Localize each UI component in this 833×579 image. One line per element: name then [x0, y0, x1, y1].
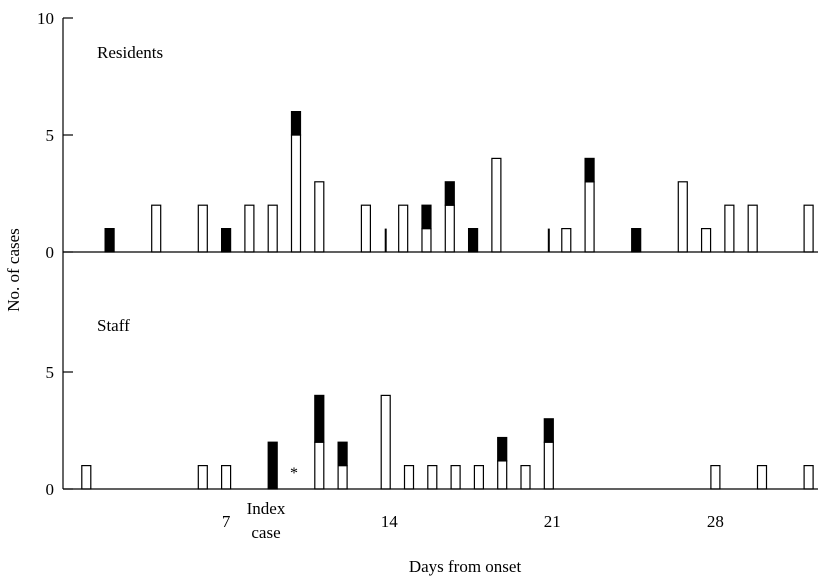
- residents-bar-10-open: [398, 204, 409, 253]
- residents-ytick-label-5: 5: [46, 126, 55, 145]
- staff-panel-label: Staff: [97, 316, 130, 335]
- residents-bar-22-open: [747, 204, 758, 253]
- staff-bar-10-open: [473, 465, 485, 490]
- staff-bar-13-open: [543, 441, 554, 490]
- staff-bar-2-open: [221, 465, 232, 490]
- residents-bar-7-open: [314, 181, 325, 253]
- staff-bar-0-open: [81, 465, 92, 490]
- residents-bar-5-open: [267, 204, 278, 253]
- staff-bar-5-filled: [337, 441, 348, 467]
- staff-bar-12-open: [520, 465, 531, 490]
- y-ticks: 0 5 10 0 5: [37, 9, 73, 499]
- residents-bar-9: [384, 228, 387, 252]
- staff-annotation-0: *: [290, 465, 298, 482]
- residents-bar-14-open: [491, 157, 502, 253]
- residents-panel-label: Residents: [97, 43, 163, 62]
- residents-bar-3-filled: [221, 228, 232, 253]
- x-axis-label: Days from onset: [409, 557, 522, 576]
- residents-bar-17-filled: [584, 157, 595, 183]
- index-case-label-line2: case: [251, 523, 280, 542]
- staff-bar-3-filled: [267, 441, 278, 490]
- residents-bar-23-open: [803, 204, 814, 253]
- residents-bar-12-filled: [444, 181, 455, 206]
- residents-bar-0-filled: [104, 228, 115, 253]
- residents-bar-1-open: [151, 204, 162, 253]
- staff-bar-1-open: [197, 465, 208, 490]
- xtick-label-21: 21: [544, 512, 561, 531]
- staff-panel: *: [81, 394, 814, 490]
- xtick-label-14: 14: [381, 512, 399, 531]
- residents-bar-4-open: [244, 204, 255, 253]
- staff-ytick-label-5: 5: [46, 363, 55, 382]
- residents-bar-16-open: [561, 228, 572, 253]
- staff-bar-6-open: [380, 394, 391, 490]
- residents-ytick-label-10: 10: [37, 9, 54, 28]
- staff-bar-9-open: [450, 465, 461, 490]
- staff-bar-14-open: [710, 465, 721, 490]
- residents-panel: [104, 110, 814, 253]
- residents-bar-18-filled: [631, 228, 642, 253]
- residents-bar-6-filled: [290, 110, 302, 136]
- staff-bar-7-open: [403, 465, 415, 490]
- residents-bar-21-open: [724, 204, 735, 253]
- staff-bar-11-filled: [497, 436, 508, 462]
- staff-bar-4-open: [314, 441, 325, 490]
- xtick-label-28: 28: [707, 512, 724, 531]
- staff-bar-5-open: [337, 465, 348, 490]
- residents-bar-20-open: [700, 228, 712, 253]
- residents-bar-17-open: [584, 181, 595, 253]
- residents-bar-8-open: [360, 204, 371, 253]
- x-ticks: 7 14 21 28: [222, 512, 724, 531]
- residents-bar-15: [547, 228, 550, 252]
- residents-bar-19-open: [677, 181, 688, 253]
- residents-bar-12-open: [444, 204, 455, 253]
- index-case-label-line1: Index: [247, 499, 286, 518]
- xtick-label-7: 7: [222, 512, 231, 531]
- staff-bar-13-filled: [543, 418, 554, 443]
- residents-bar-2-open: [197, 204, 208, 253]
- staff-bar-16-open: [803, 465, 814, 490]
- staff-bar-8-open: [427, 465, 438, 490]
- staff-bar-15-open: [756, 465, 768, 490]
- staff-bar-4-filled: [314, 394, 325, 443]
- residents-bar-13-filled: [467, 228, 479, 253]
- residents-bar-11-filled: [421, 204, 432, 230]
- residents-ytick-label-0: 0: [46, 243, 55, 262]
- residents-bar-6-open: [290, 134, 302, 253]
- residents-bar-11-open: [421, 228, 432, 253]
- staff-bar-11-open: [497, 460, 508, 490]
- staff-ytick-label-0: 0: [46, 480, 55, 499]
- y-axis-label: No. of cases: [4, 228, 23, 312]
